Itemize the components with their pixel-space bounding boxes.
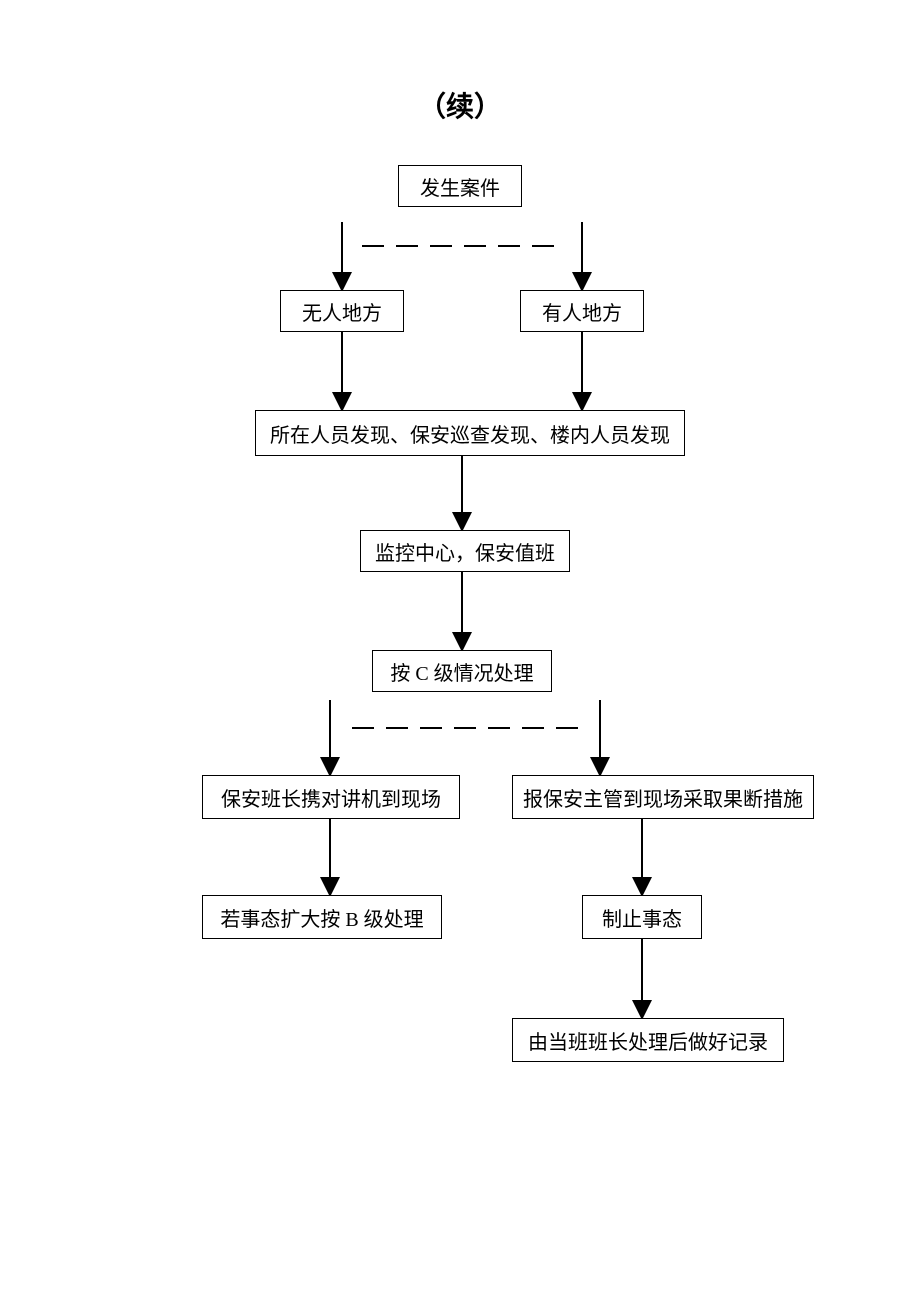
flow-node-n11: 由当班班长处理后做好记录 <box>512 1018 784 1062</box>
flow-node-n9: 若事态扩大按 B 级处理 <box>202 895 442 939</box>
flow-node-n5: 监控中心，保安值班 <box>360 530 570 572</box>
flowchart-canvas: （续） 发生案件无人地方 有人地方所在人员发现、保安巡查发现、楼内人员发现监控中心… <box>0 0 920 1302</box>
flow-node-n2: 无人地方 <box>280 290 404 332</box>
flow-node-n4: 所在人员发现、保安巡查发现、楼内人员发现 <box>255 410 685 456</box>
flow-node-n3: 有人地方 <box>520 290 644 332</box>
flow-node-n8: 报保安主管到现场采取果断措施 <box>512 775 814 819</box>
flow-node-n6: 按 C 级情况处理 <box>372 650 552 692</box>
page-title: （续） <box>412 85 508 125</box>
flow-node-n1: 发生案件 <box>398 165 522 207</box>
flow-node-n10: 制止事态 <box>582 895 702 939</box>
flow-node-n7: 保安班长携对讲机到现场 <box>202 775 460 819</box>
